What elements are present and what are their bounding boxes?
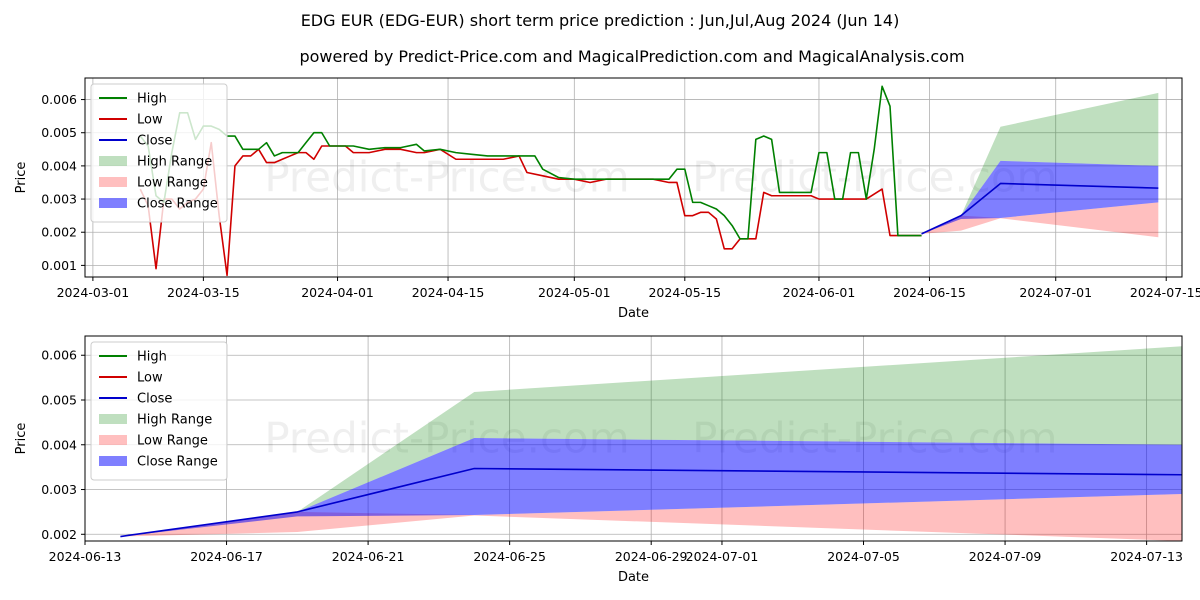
legend: High Low Close High Range Low Range Close Ran…	[90, 341, 228, 481]
x-tick-label: 2024-04-01	[301, 285, 374, 300]
axes-frame	[84, 335, 1183, 542]
legend-label: Close Range	[137, 455, 218, 470]
band-low-range	[120, 494, 1182, 541]
series-close-line	[120, 467, 1182, 538]
series-low-line	[139, 141, 922, 277]
y-tick-label: 0.003	[41, 482, 77, 497]
x-tick-label: 2024-06-15	[893, 285, 966, 300]
x-tick-label: 2024-07-01	[1019, 285, 1092, 300]
x-tick-label: 2024-06-13	[49, 549, 122, 564]
legend-swatch	[99, 414, 127, 424]
x-tick-label: 2024-05-15	[648, 285, 721, 300]
band-close-range	[120, 438, 1182, 537]
chart-subtitle: powered by Predict-Price.com and Magical…	[299, 47, 964, 66]
plot-series	[120, 346, 1182, 541]
y-tick-label: 0.002	[41, 225, 77, 240]
x-axis-label: Date	[618, 570, 649, 585]
y-axis-label: Price	[14, 162, 29, 194]
y-tick-label: 0.003	[41, 192, 77, 207]
band-low-range	[921, 202, 1159, 238]
y-tick-label: 0.005	[41, 393, 77, 408]
x-tick-label: 2024-07-15	[1130, 285, 1200, 300]
x-tick-label: 2024-07-05	[827, 549, 900, 564]
x-tick-label: 2024-07-01	[686, 549, 759, 564]
x-axis-label: Date	[618, 306, 649, 321]
legend-label: Close	[137, 392, 172, 407]
chart-title: EDG EUR (EDG-EUR) short term price predi…	[301, 11, 900, 30]
legend-label: Low	[137, 113, 163, 128]
y-tick-label: 0.005	[41, 125, 77, 140]
x-tick-label: 2024-06-01	[783, 285, 856, 300]
legend-label: Low	[137, 371, 163, 386]
x-tick-label: 2024-07-13	[1110, 549, 1183, 564]
legend-label: Close Range	[137, 197, 218, 212]
legend-label: Low Range	[137, 176, 208, 191]
y-tick-label: 0.004	[41, 158, 77, 173]
y-tick-label: 0.001	[41, 258, 77, 273]
legend-swatch	[99, 456, 127, 466]
legend-swatch	[99, 198, 127, 208]
legend-label: Close	[137, 134, 172, 149]
y-tick-label: 0.002	[41, 527, 77, 542]
bottom-chart-panel: Predict-Price.com Predict-Price.com2024-0…	[14, 335, 1183, 585]
x-tick-label: 2024-07-09	[969, 549, 1042, 564]
x-tick-label: 2024-06-29	[615, 549, 688, 564]
y-axis-label: Price	[14, 423, 29, 455]
legend-label: High Range	[137, 413, 212, 428]
plot-series	[139, 85, 1159, 277]
band-high-range	[921, 92, 1159, 234]
legend-label: Low Range	[137, 434, 208, 449]
legend-swatch	[99, 435, 127, 445]
series-close-line	[921, 182, 1159, 235]
series-high-line	[139, 85, 922, 240]
legend-swatch	[99, 177, 127, 187]
band-close-range	[921, 160, 1159, 234]
legend-label: High Range	[137, 155, 212, 170]
y-tick-label: 0.006	[41, 92, 77, 107]
x-tick-label: 2024-06-17	[190, 549, 263, 564]
x-tick-label: 2024-06-21	[332, 549, 405, 564]
legend: High Low Close High Range Low Range Close Ran…	[90, 83, 228, 223]
legend-swatch	[99, 156, 127, 166]
band-high-range	[120, 346, 1182, 537]
x-tick-label: 2024-05-01	[538, 285, 611, 300]
x-tick-label: 2024-03-01	[57, 285, 130, 300]
x-tick-label: 2024-06-25	[473, 549, 546, 564]
legend-label: High	[137, 92, 167, 107]
top-chart-panel: Predict-Price.com Predict-Price.com2024-0…	[14, 77, 1200, 321]
y-tick-label: 0.006	[41, 348, 77, 363]
legend-label: High	[137, 350, 167, 365]
axes-frame	[84, 77, 1183, 278]
watermark-text: Predict-Price.com	[264, 153, 629, 202]
x-tick-label: 2024-04-15	[412, 285, 485, 300]
y-tick-label: 0.004	[41, 437, 77, 452]
x-tick-label: 2024-03-15	[167, 285, 240, 300]
